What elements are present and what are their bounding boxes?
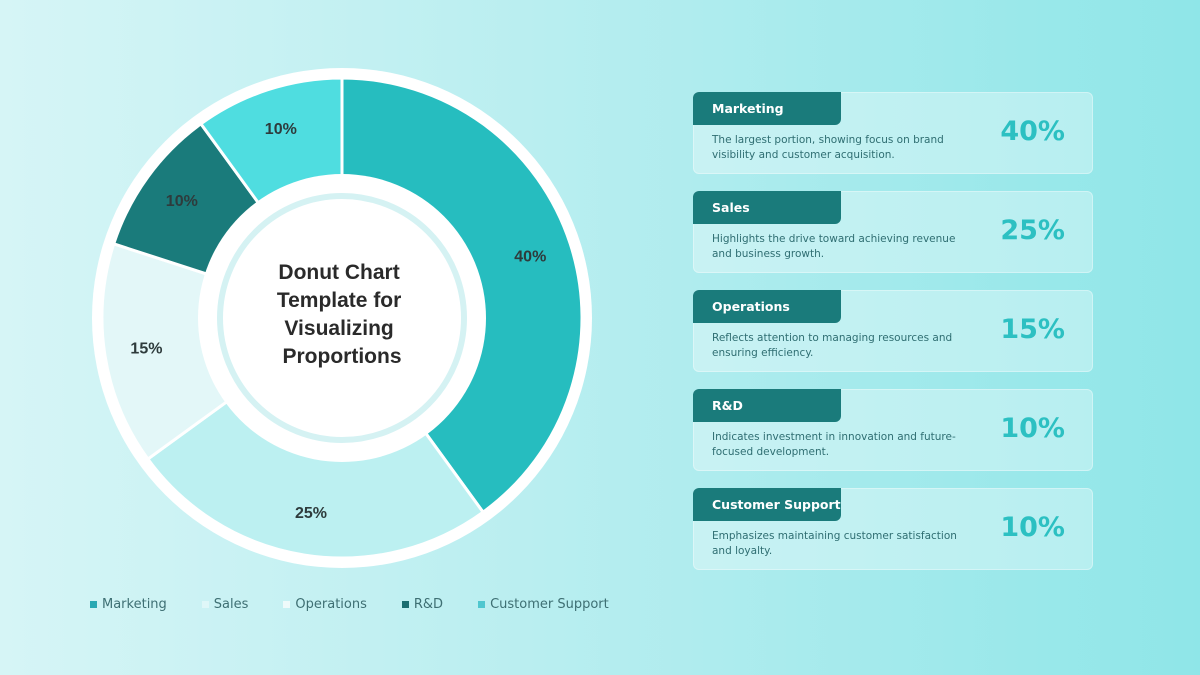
legend-item-operations: Operations — [283, 596, 367, 612]
legend-item-rnd: R&D — [401, 596, 444, 612]
legend-label: Sales — [213, 596, 249, 612]
donut-inner-band — [217, 193, 467, 443]
legend-label: Customer Support — [490, 596, 609, 612]
chart-title-line-4: Proportions — [283, 345, 402, 368]
card-operations: Operations Reflects attention to managin… — [693, 290, 1093, 372]
legend-item-customer-support: Customer Support — [478, 597, 609, 612]
card-description: The largest portion, showing focus on br… — [712, 134, 944, 161]
donut-center — [234, 210, 450, 426]
chart-title: Donut Chart Template for Visualizing Pro… — [277, 261, 407, 368]
card-sales: Sales Highlights the drive toward achiev… — [693, 191, 1093, 273]
chart-legend: Marketing Sales Operations R&D Customer … — [90, 595, 644, 613]
category-cards: Marketing The largest portion, showing f… — [693, 92, 1093, 587]
slice-data-label: 25% — [295, 505, 327, 522]
chart-title-line-3: Visualizing — [284, 317, 393, 340]
legend-label: Marketing — [102, 596, 167, 612]
slice-data-label: 10% — [265, 121, 297, 138]
card-description: Reflects attention to managing resources… — [712, 332, 953, 359]
legend-item-marketing: Marketing — [90, 597, 167, 612]
legend-swatch — [478, 600, 486, 608]
legend-swatch — [401, 600, 409, 608]
legend-label: Operations — [295, 596, 367, 612]
card-title: Operations — [693, 290, 841, 323]
legend-item-sales: Sales — [201, 596, 249, 612]
card-value: 10% — [1000, 413, 1065, 444]
card-value: 40% — [1000, 116, 1065, 147]
legend-swatch — [201, 600, 209, 608]
chart-title-line-1: Donut Chart — [278, 261, 399, 284]
legend-swatch — [283, 600, 291, 608]
card-title: Sales — [693, 191, 841, 224]
chart-title-line-2: Template for — [277, 289, 401, 312]
card-value: 10% — [1000, 512, 1065, 543]
card-marketing: Marketing The largest portion, showing f… — [693, 92, 1093, 174]
card-value: 25% — [1000, 215, 1065, 246]
slice-data-label: 10% — [166, 193, 198, 210]
slice-data-label: 15% — [130, 340, 162, 357]
card-description: Highlights the drive toward achieving re… — [712, 233, 956, 260]
legend-label: R&D — [413, 596, 444, 612]
card-description: Indicates investment in innovation and f… — [712, 431, 956, 458]
card-rnd: R&D Indicates investment in innovation a… — [693, 389, 1093, 471]
card-description: Emphasizes maintaining customer satisfac… — [712, 530, 957, 557]
card-title: Customer Support — [693, 488, 841, 521]
card-customer-support: Customer Support Emphasizes maintaining … — [693, 488, 1093, 570]
legend-swatch — [90, 600, 97, 608]
slice-data-label: 40% — [514, 248, 546, 265]
card-title: R&D — [693, 389, 841, 422]
card-value: 15% — [1000, 314, 1065, 345]
card-title: Marketing — [693, 92, 841, 125]
